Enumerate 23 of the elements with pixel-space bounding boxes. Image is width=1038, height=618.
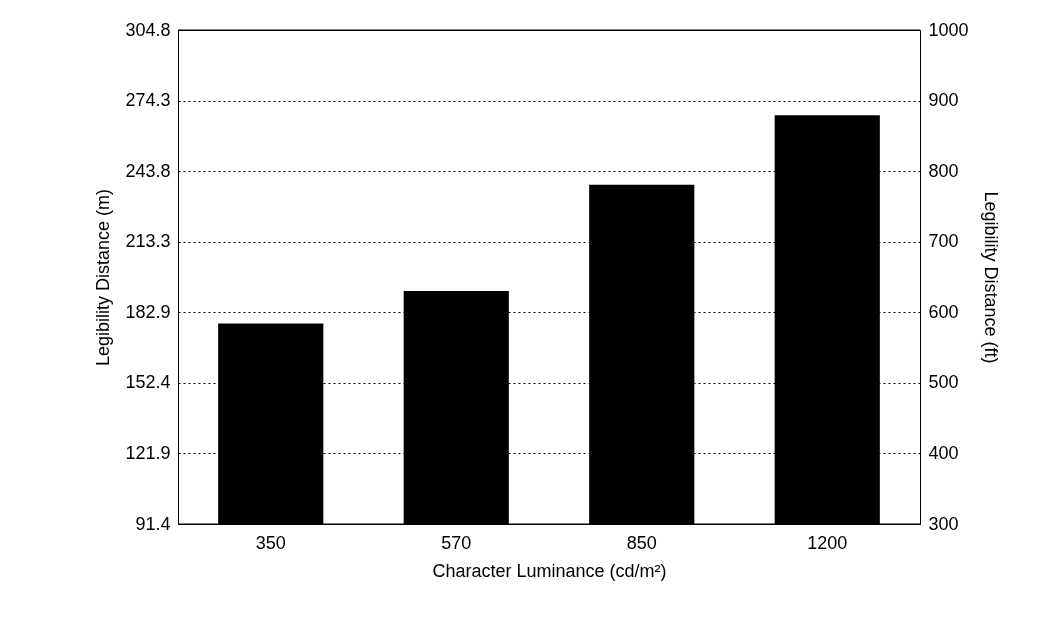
y2-tick-label: 400 <box>928 442 959 463</box>
y-tick-label: 243.8 <box>125 160 171 181</box>
x-axis-title: Character Luminance (cd/m²) <box>432 560 667 581</box>
y2-tick-label: 500 <box>928 372 959 393</box>
y2-tick-label: 1000 <box>928 19 969 40</box>
y-tick-label: 91.4 <box>135 513 171 534</box>
y2-tick-label: 900 <box>928 90 959 111</box>
y2-tick-label: 700 <box>928 231 959 252</box>
y-tick-label: 274.3 <box>125 90 171 111</box>
y-tick-label: 304.8 <box>125 19 171 40</box>
y-tick-label: 121.9 <box>125 442 171 463</box>
y-tick-label: 152.4 <box>125 372 171 393</box>
y-tick-label: 182.9 <box>125 301 171 322</box>
y-axis-title: Legibility Distance (m) <box>93 188 114 367</box>
x-tick-label: 350 <box>255 532 286 553</box>
x-tick-label: 1200 <box>807 532 848 553</box>
y-tick-label: 213.3 <box>125 231 171 252</box>
y2-tick-label: 800 <box>928 160 959 181</box>
y2-axis-title: Legibility Distance (ft) <box>980 191 1001 364</box>
y2-tick-label: 300 <box>928 513 959 534</box>
x-tick-label: 570 <box>441 532 472 553</box>
x-tick-label: 850 <box>626 532 657 553</box>
y2-tick-label: 600 <box>928 301 959 322</box>
